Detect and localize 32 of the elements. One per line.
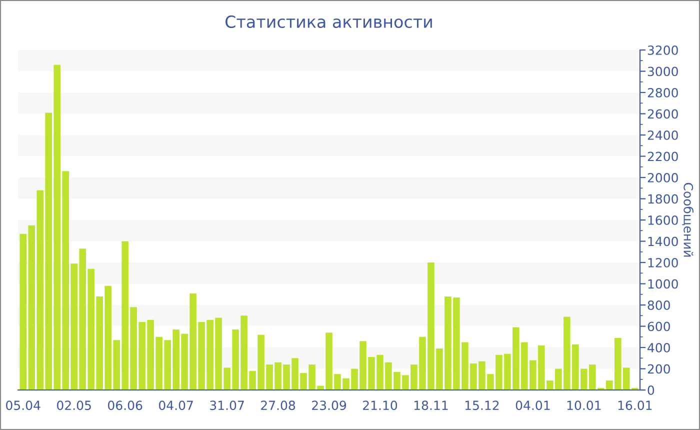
y-tick-label: 1800 <box>648 194 678 204</box>
y-tick-label: 400 <box>648 342 670 352</box>
y-tick-label: 2000 <box>648 172 678 182</box>
x-tick-label: 04.01 <box>516 400 550 410</box>
y-tick-label: 1400 <box>648 236 678 246</box>
x-tick-label: 06.06 <box>108 400 142 410</box>
y-tick-label: 0 <box>648 385 654 395</box>
y-tick-label: 800 <box>648 300 670 310</box>
x-tick-label: 31.07 <box>210 400 244 410</box>
y-tick-label: 2600 <box>648 109 678 119</box>
y-tick-label: 2800 <box>648 88 678 98</box>
x-tick-label: 18.11 <box>414 400 448 410</box>
x-tick-label: 10.01 <box>567 400 601 410</box>
chart-title: Статистика активности <box>226 15 432 28</box>
y-tick-label: 3200 <box>648 45 678 55</box>
x-tick-label: 21.10 <box>363 400 398 410</box>
x-tick-label: 27.08 <box>261 400 296 410</box>
y-tick-label: 1200 <box>648 258 678 268</box>
y-tick-label: 2400 <box>648 130 678 140</box>
x-tick-label: 02.05 <box>57 400 91 410</box>
y-tick-label: 200 <box>648 364 670 374</box>
x-tick-label: 16.01 <box>618 400 652 410</box>
y-tick-label: 1600 <box>648 215 678 225</box>
x-tick-label: 23.09 <box>312 400 346 410</box>
x-tick-label: 04.07 <box>158 400 193 410</box>
x-tick-label: 05.04 <box>6 400 40 410</box>
y-axis-title: Сообщений <box>682 182 694 257</box>
y-tick-label: 2200 <box>648 152 678 162</box>
y-tick-label: 1000 <box>648 279 678 289</box>
x-tick-label: 15.12 <box>465 400 499 410</box>
y-tick-label: 3000 <box>648 66 678 76</box>
y-tick-label: 600 <box>648 322 670 332</box>
